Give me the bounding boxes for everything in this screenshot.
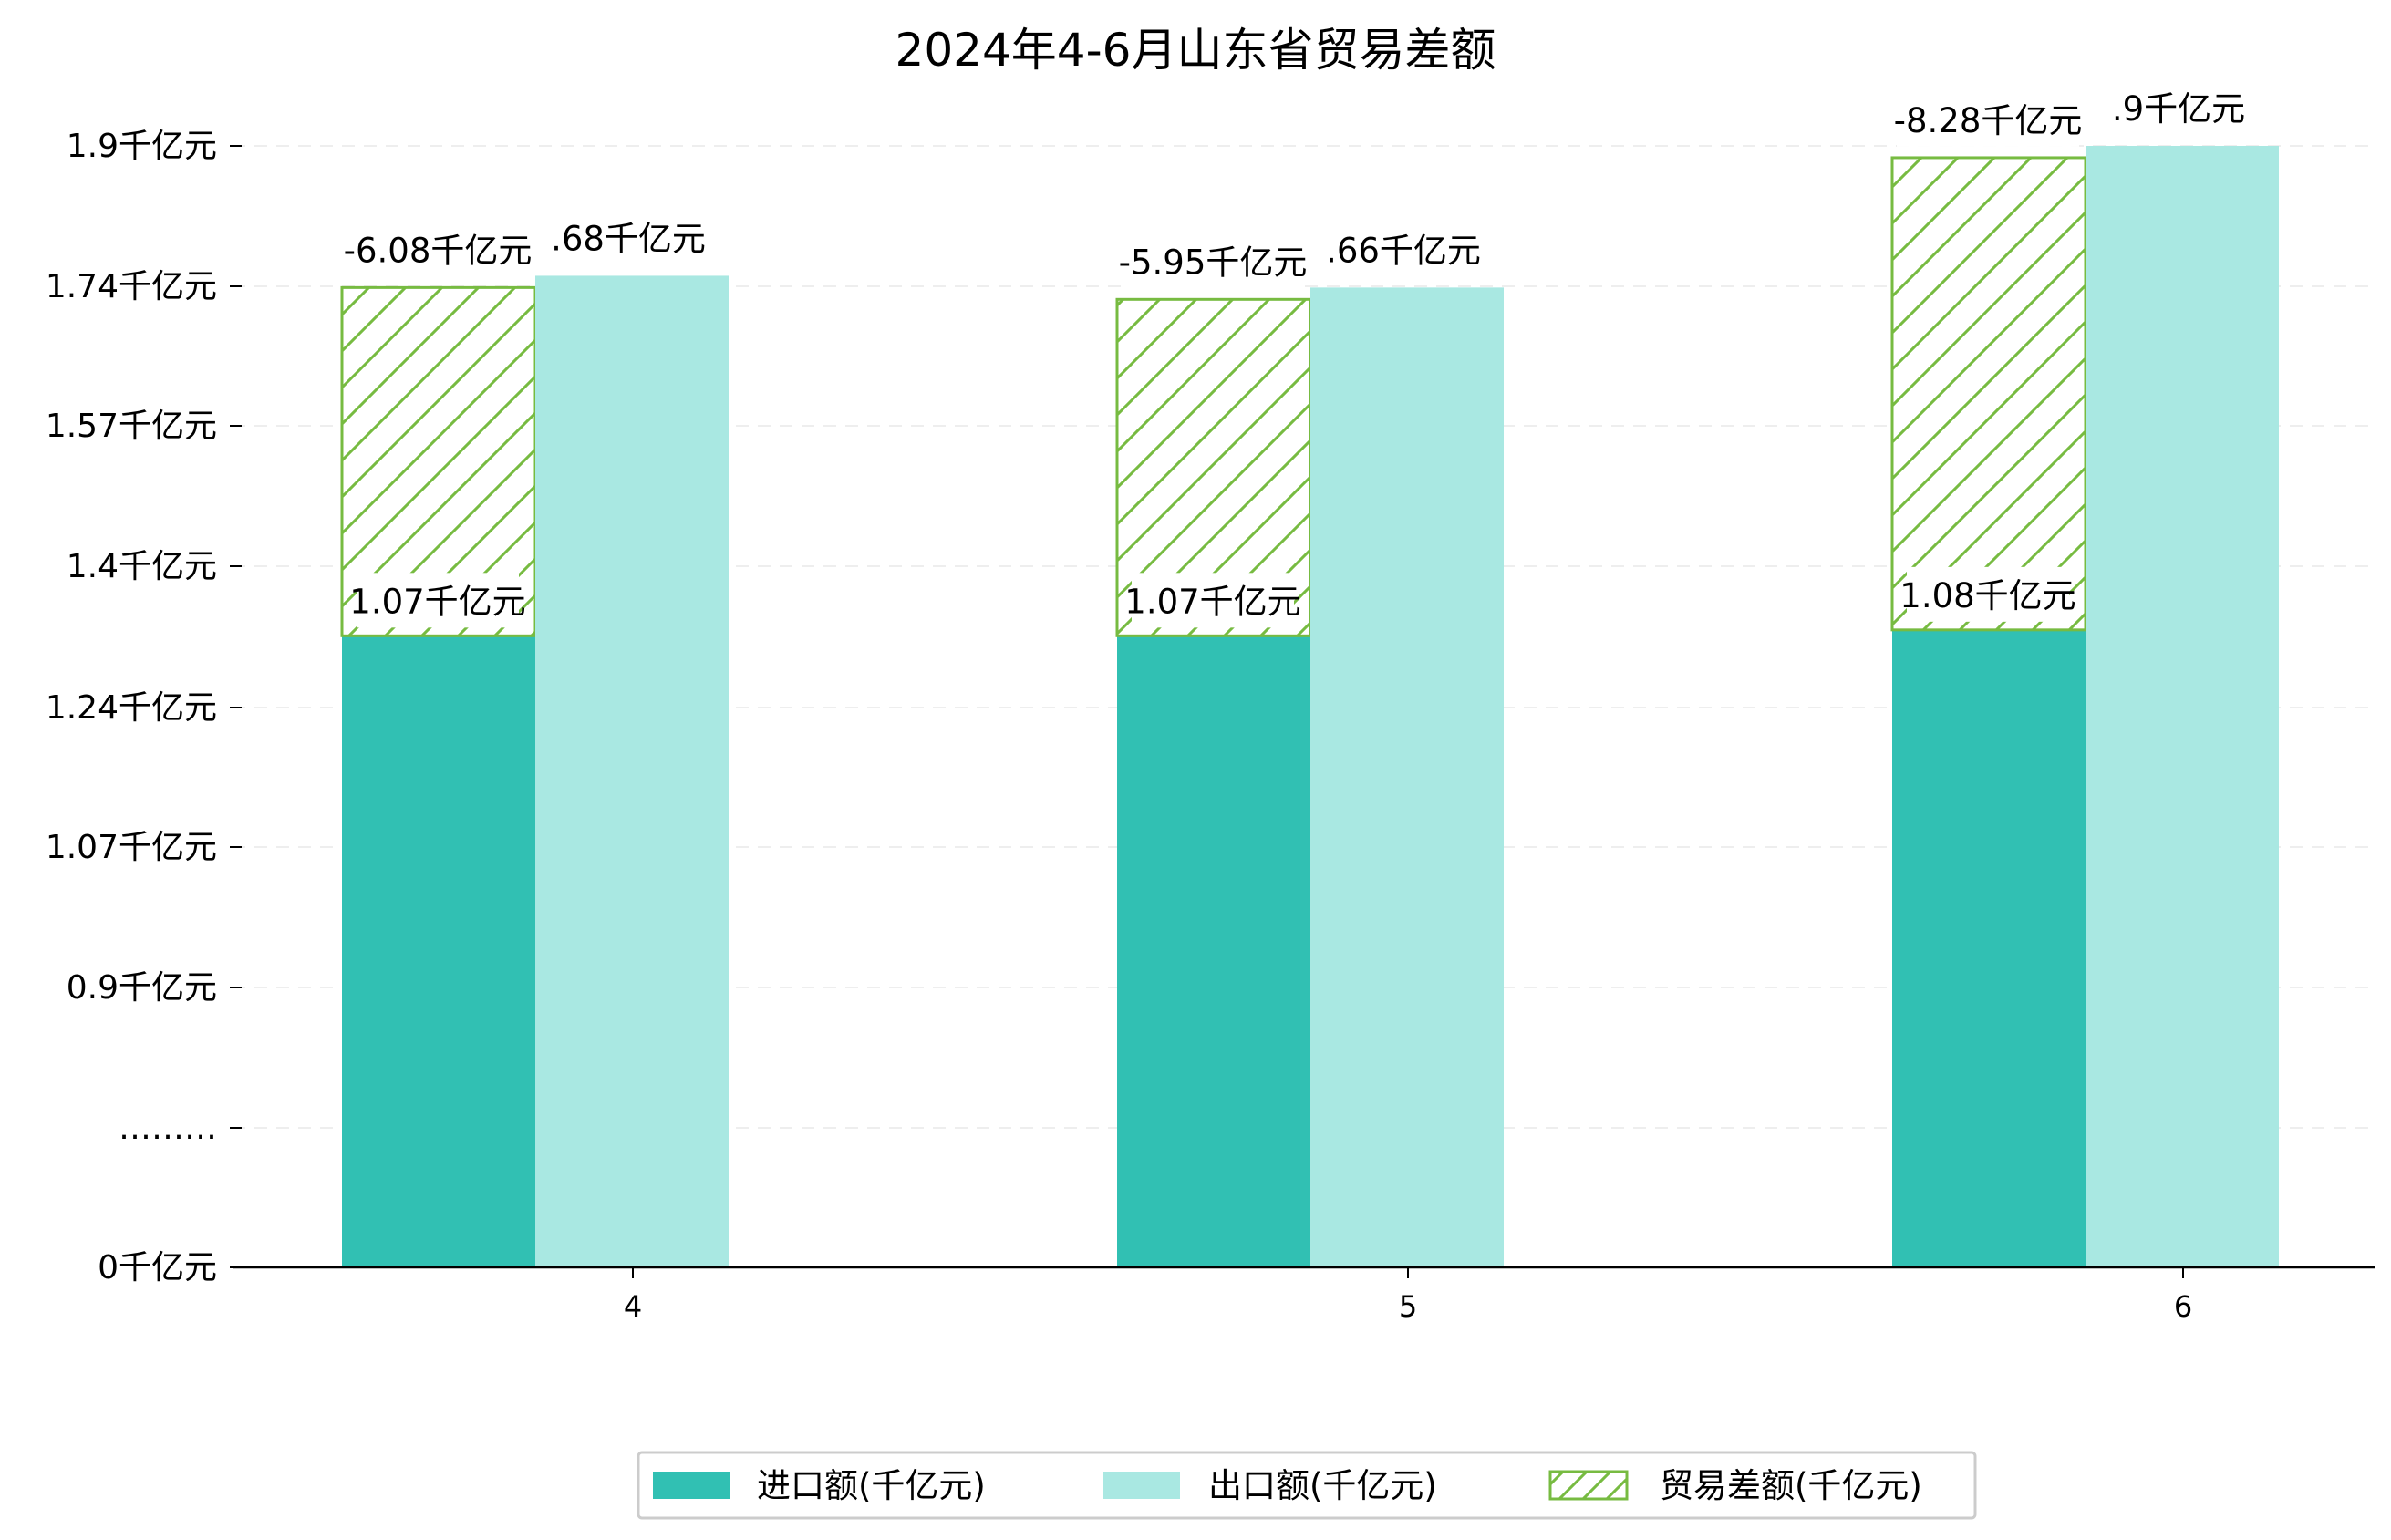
legend-label: 贸易差额(千亿元) — [1660, 1466, 1922, 1505]
export-bar — [2086, 146, 2279, 1267]
balance-value-label-box — [347, 222, 529, 277]
export-value-label-box — [2117, 80, 2240, 135]
legend-swatch — [1103, 1472, 1180, 1499]
export-value-label-text: .68千亿元 — [551, 219, 706, 258]
export-bar — [1310, 287, 1504, 1267]
balance-value-label: -8.28千亿元 — [1894, 91, 2083, 147]
y-tick-label: 1.57千亿元 — [46, 408, 217, 445]
export-value-label: .68千亿元 — [551, 210, 706, 265]
export-value-label-box — [1332, 222, 1475, 277]
y-tick-label: 1.07千亿元 — [46, 829, 217, 866]
export-value-label: .66千亿元 — [1326, 222, 1481, 277]
balance-value-label-box — [1122, 233, 1304, 289]
import-bar — [1117, 636, 1310, 1267]
import-value-label-box — [1132, 573, 1294, 628]
chart-title: 2024年4-6月山东省贸易差额 — [895, 24, 1496, 77]
legend-item-balance: 贸易差额(千亿元) — [1548, 1466, 1922, 1505]
y-tick-label: 1.4千亿元 — [67, 548, 217, 585]
export-value-label-box — [557, 210, 699, 265]
balance-value-label-text: -5.95千亿元 — [1119, 243, 1308, 282]
y-tick-label: 1.24千亿元 — [46, 689, 217, 727]
y-tick-label: 0.9千亿元 — [67, 969, 217, 1007]
legend-item-export: 出口额(千亿元) — [1103, 1466, 1437, 1505]
balance-bar — [1890, 156, 2087, 632]
y-tick-label: 1.9千亿元 — [67, 128, 217, 165]
import-value-label: 1.07千亿元 — [1124, 573, 1301, 628]
legend-label: 出口额(千亿元) — [1208, 1466, 1437, 1505]
legend: 进口额(千亿元) 出口额(千亿元) 贸易差额(千亿元) — [637, 1451, 1977, 1520]
import-value-label: 1.08千亿元 — [1899, 566, 2076, 622]
import-bar — [342, 636, 535, 1267]
bar-layer — [340, 146, 2279, 1268]
export-value-label-text: .9千亿元 — [2112, 89, 2245, 129]
y-tick-label: 0千亿元 — [98, 1249, 217, 1287]
import-value-label-text: 1.07千亿元 — [1124, 582, 1300, 621]
legend-frame — [637, 1451, 1977, 1520]
import-value-label-text: 1.08千亿元 — [1899, 576, 2075, 615]
balance-value-label: -5.95千亿元 — [1119, 233, 1308, 289]
balance-value-label-box — [1897, 91, 2079, 147]
import-bar — [1892, 629, 2086, 1267]
export-bar — [535, 275, 729, 1268]
y-tick-label: ……… — [119, 1110, 217, 1147]
import-value-label-text: 1.07千亿元 — [349, 582, 525, 621]
x-tick-label: 5 — [1399, 1289, 1417, 1324]
balance-value-label-text: -6.08千亿元 — [344, 231, 533, 270]
x-tick-label: 4 — [624, 1289, 642, 1324]
legend-swatch — [653, 1472, 730, 1499]
import-value-label-box — [357, 573, 519, 628]
x-tick-label: 6 — [2174, 1289, 2192, 1324]
import-value-label: 1.07千亿元 — [349, 573, 526, 628]
legend-swatch — [1548, 1470, 1629, 1501]
label-layer: 1.07千亿元 -6.08千亿元 .68千亿元 1.07千亿元 -5.95千亿元 .66千… — [344, 80, 2245, 628]
export-value-label: .9千亿元 — [2112, 80, 2245, 135]
y-tick-label: 1.74千亿元 — [46, 268, 217, 305]
legend-label: 进口额(千亿元) — [757, 1466, 986, 1505]
balance-value-label: -6.08千亿元 — [344, 222, 533, 277]
legend-item-import: 进口额(千亿元) — [653, 1466, 986, 1505]
balance-value-label-text: -8.28千亿元 — [1894, 101, 2083, 140]
export-value-label-text: .66千亿元 — [1326, 231, 1481, 270]
axis-layer: 0千亿元 ……… 0.9千亿元 1.07千亿元 1.24千亿元 1.4千亿元 1.57千亿元… — [46, 128, 2375, 1324]
import-value-label-box — [1907, 566, 2069, 622]
